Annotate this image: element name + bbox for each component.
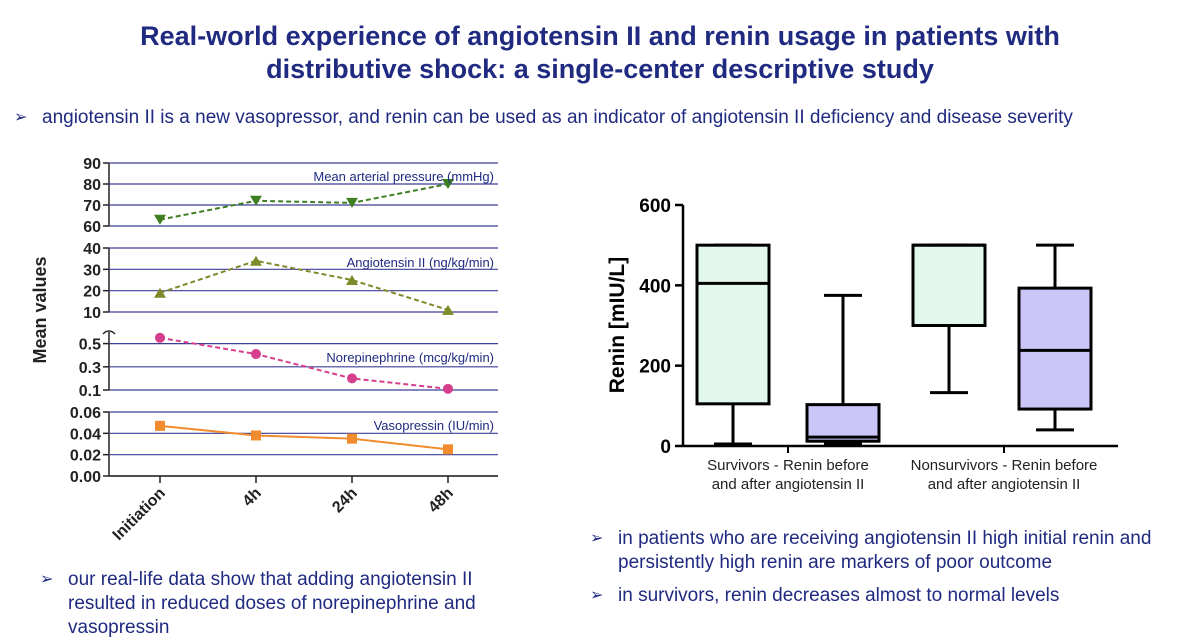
y-tick-label: 30 [83,262,101,279]
y-tick-label: 200 [639,357,671,378]
arrow-icon: ➢ [14,109,28,126]
y-tick-label: 0.04 [70,426,101,443]
bullet-left-text: our real-life data show that adding angi… [68,569,476,638]
y-tick-label: 70 [83,198,101,215]
y-tick-label: 400 [639,276,671,297]
title-line-1: Real-world experience of angiotensin II … [140,21,1060,51]
series-line-0 [159,183,449,221]
data-point [347,433,357,444]
bullet-intro: ➢ angiotensin II is a new vasopressor, a… [14,106,1200,130]
series-line-3 [159,424,449,451]
data-point [251,349,261,360]
bullet-right-1-text: in patients who are receiving angiotensi… [618,528,1152,573]
bullet-right-2-text: in survivors, renin decreases almost to … [618,585,1060,606]
bullet-intro-text: angiotensin II is a new vasopressor, and… [42,107,1073,128]
data-point [155,332,165,343]
axis-break [102,330,116,335]
y-tick-label: 0.06 [70,405,101,422]
data-point [442,304,454,315]
box-iqr [1017,286,1093,411]
series-label: Vasopressin (IU/min) [374,418,494,433]
y-tick-label: 10 [83,305,101,322]
y-axis-title: Renin [mIU/L] [606,257,629,394]
data-point [346,275,358,285]
series-line-1 [159,259,449,311]
y-tick-label: 0.02 [70,448,101,465]
x-category-label: and after angiotensin II [928,476,1081,493]
box-iqr [805,403,881,443]
box-iqr [695,243,771,406]
series-label: Angiotensin II (ng/kg/min) [347,255,494,270]
y-tick-label: 60 [83,219,101,236]
x-category-label: Nonsurvivors - Renin before [911,457,1098,474]
data-point [347,373,357,384]
y-tick-label: 0.1 [79,383,101,400]
y-tick-label: 600 [639,196,671,217]
x-tick-label: 4h [240,485,265,510]
x-tick-label: Initiation [110,485,169,544]
arrow-icon: ➢ [40,571,54,588]
data-point [346,197,358,208]
arrow-icon: ➢ [590,587,604,604]
data-point [442,179,454,189]
bullet-left: ➢ our real-life data show that adding an… [40,568,540,640]
data-point [443,444,453,455]
series-line-2 [159,336,449,390]
title-line-2: distributive shock: a single-center desc… [266,54,934,84]
y-tick-label: 90 [83,156,101,173]
x-category-label: Survivors - Renin before [707,457,869,474]
y-tick-label: 80 [83,177,101,194]
bullet-right-1: ➢ in patients who are receiving angioten… [590,527,1190,575]
y-tick-label: 0.5 [79,337,101,354]
bullet-right-2: ➢ in survivors, renin decreases almost t… [590,584,1190,608]
x-tick-label: 24h [329,485,361,517]
line-chart: 90 80 70 60 Mean arterial pressure (mmHg) 40 3… [30,156,498,544]
y-tick-label: 0.3 [79,360,101,377]
y-axis-title: Mean values [30,256,50,363]
data-point [154,214,166,225]
y-tick-label: 20 [83,284,101,301]
x-tick-label: 48h [425,485,457,517]
page-title: Real-world experience of angiotensin II … [0,20,1200,86]
series-label: Mean arterial pressure (mmHg) [313,169,494,184]
x-category-label: and after angiotensin II [712,476,865,493]
data-point [250,255,262,266]
box-iqr [911,243,987,328]
series-label: Norepinephrine (mcg/kg/min) [326,350,494,365]
data-point [443,383,453,394]
y-tick-label: 0 [660,437,671,458]
arrow-icon: ➢ [590,530,604,547]
y-tick-label: 0.00 [70,469,101,486]
data-point [251,430,261,441]
data-point [250,195,262,206]
y-tick-label: 40 [83,241,101,258]
data-point [155,420,165,431]
data-point [154,287,166,298]
